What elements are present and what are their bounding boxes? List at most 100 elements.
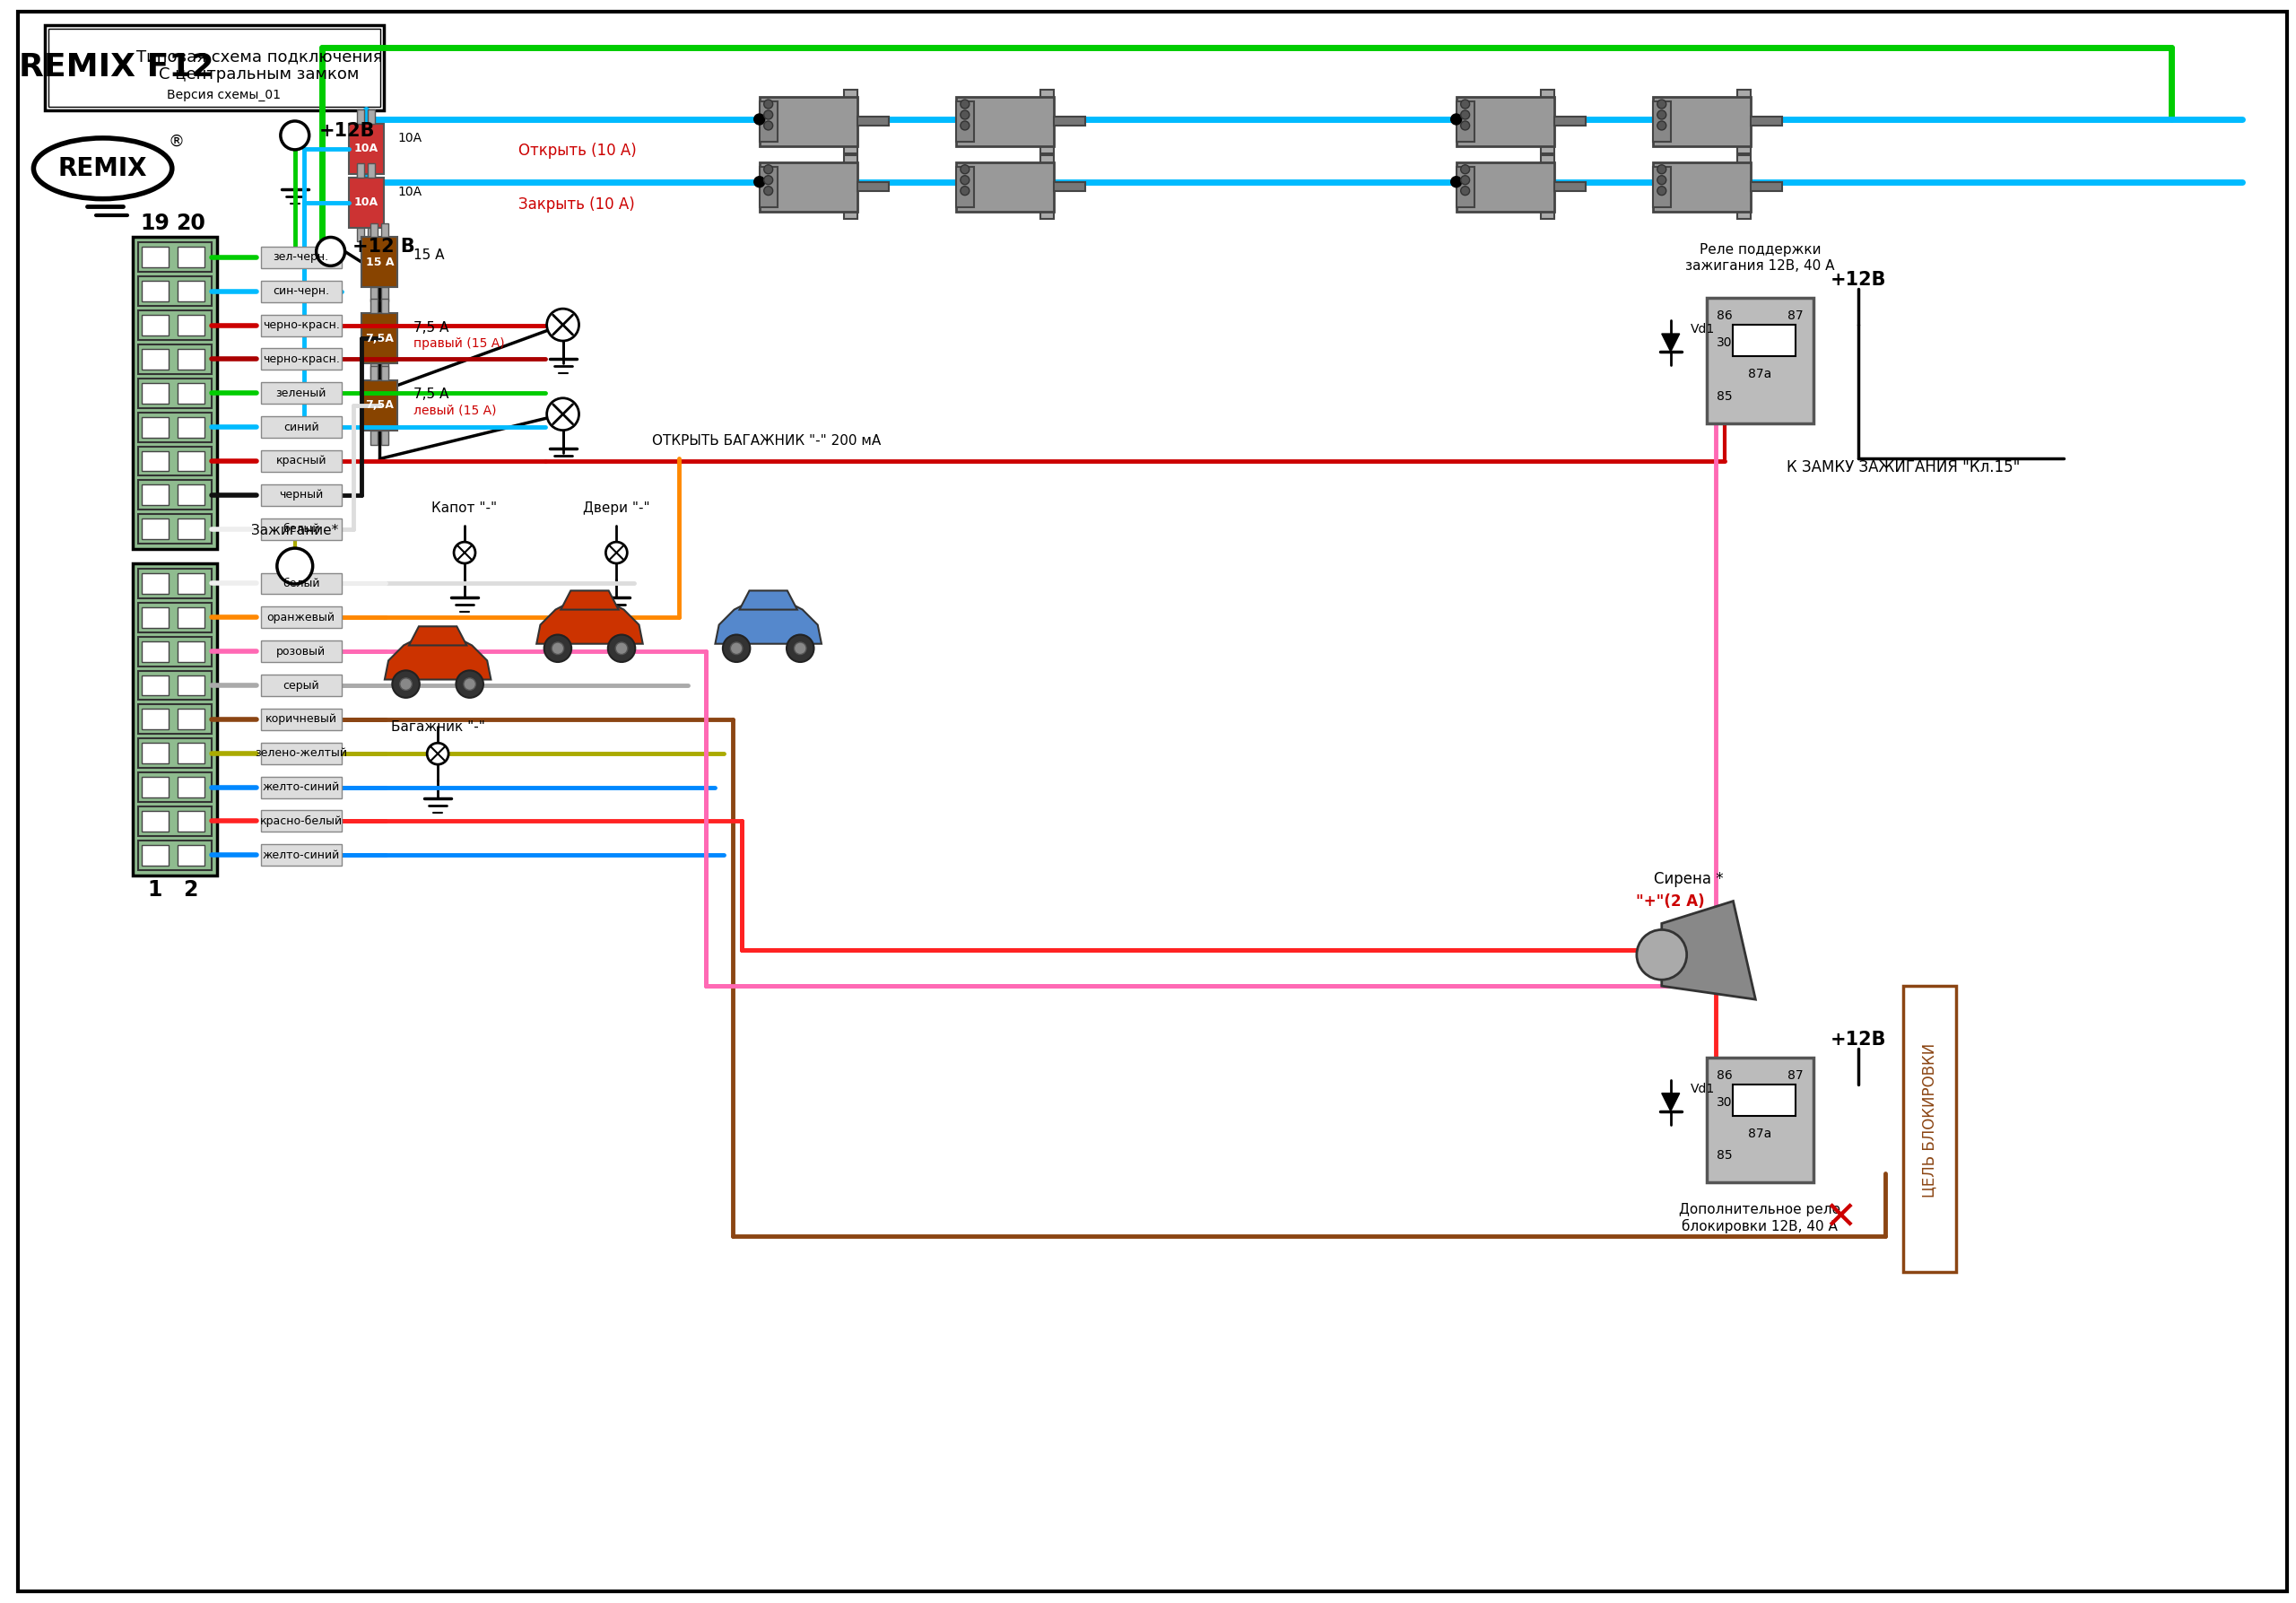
Text: Открыть (10 А): Открыть (10 А) [519,143,636,159]
Text: 20: 20 [174,212,204,234]
Bar [138,481,211,510]
Bar [358,173,365,188]
Bar [1706,298,1814,423]
Bar [138,603,211,632]
Circle shape [455,542,475,563]
Text: красно-белый: красно-белый [259,816,342,827]
Bar [1456,167,1474,207]
Bar [955,167,974,207]
Text: 10A: 10A [397,131,422,144]
Text: 85: 85 [1717,1149,1731,1162]
Bar [262,675,342,696]
Bar [138,636,211,667]
Text: серый: серый [282,680,319,691]
Text: зелено-желтый: зелено-желтый [255,747,347,760]
Text: С центральным замком: С центральным замком [158,67,358,83]
Bar [1706,1058,1814,1183]
Circle shape [765,186,774,196]
Bar [177,417,204,438]
Text: 2: 2 [184,878,197,901]
Text: 15 A: 15 A [365,256,395,268]
Text: 10A: 10A [354,143,379,154]
Polygon shape [386,635,491,680]
Bar [177,811,204,832]
Bar [1040,90,1054,154]
Bar [177,709,204,729]
Text: правый (15 А): правый (15 А) [413,337,505,349]
Text: ОТКРЫТЬ БАГАЖНИК "-" 200 мА: ОТКРЫТЬ БАГАЖНИК "-" 200 мА [652,434,882,447]
Bar [859,181,889,191]
Bar [142,484,170,505]
Bar [177,247,204,268]
Polygon shape [409,627,466,646]
Circle shape [1460,122,1469,130]
Bar [138,242,211,273]
Text: 19: 19 [140,212,170,234]
Text: Типовая схема подключения: Типовая схема подключения [135,48,381,64]
Bar [363,380,397,430]
Bar [1456,101,1474,141]
Text: син-черн.: син-черн. [273,285,328,297]
Bar [1554,117,1587,125]
Circle shape [1658,122,1667,130]
Circle shape [1460,186,1469,196]
Bar [177,450,204,471]
Text: желто-синий: желто-синий [262,850,340,861]
Text: 85: 85 [1717,390,1731,402]
Bar [358,109,365,123]
Circle shape [765,111,774,119]
Bar [1456,96,1554,146]
Text: белый: белый [282,577,319,590]
Bar [1752,117,1782,125]
Text: 10A: 10A [397,186,422,197]
Bar [262,776,342,798]
Bar [138,446,211,476]
Circle shape [457,670,484,697]
Circle shape [765,176,774,184]
Bar [262,518,342,540]
Bar [177,281,204,301]
Text: оранжевый: оранжевый [266,612,335,624]
Bar [381,364,388,378]
Circle shape [1460,99,1469,109]
Bar [262,247,342,268]
Text: Дополнительное реле
блокировки 12В, 40 А: Дополнительное реле блокировки 12В, 40 А [1678,1204,1841,1233]
Circle shape [1460,111,1469,119]
Circle shape [427,742,448,765]
Text: Vd1: Vd1 [1690,322,1715,335]
Bar [1653,167,1671,207]
Circle shape [765,122,774,130]
Text: 7,5A: 7,5A [365,399,395,410]
Bar [177,484,204,505]
Text: 87а: 87а [1747,1127,1773,1140]
Text: 86: 86 [1717,1069,1731,1082]
Bar [262,417,342,438]
Text: черно-красн.: черно-красн. [262,319,340,332]
Polygon shape [714,600,822,644]
Bar [138,277,211,306]
Bar [1040,155,1054,218]
Bar [142,608,170,628]
Circle shape [960,99,969,109]
Bar [859,117,889,125]
Circle shape [723,635,751,662]
Circle shape [278,548,312,583]
Bar [262,709,342,729]
Bar [1054,181,1086,191]
Bar [133,563,218,875]
Bar [1653,96,1752,146]
Text: 7,5A: 7,5A [365,332,395,345]
Text: "+"(2 А): "+"(2 А) [1637,893,1706,909]
Text: желто-синий: желто-синий [262,781,340,793]
Circle shape [960,111,969,119]
Text: левый (15 А): левый (15 А) [413,404,496,417]
Text: ЦЕЛЬ БЛОКИРОВКИ: ЦЕЛЬ БЛОКИРОВКИ [1922,1044,1938,1197]
Bar [138,345,211,373]
Bar [1456,162,1554,212]
Bar [142,417,170,438]
Bar [1738,155,1752,218]
Bar [44,26,383,111]
Circle shape [546,398,579,430]
Bar [142,247,170,268]
Bar [262,348,342,370]
